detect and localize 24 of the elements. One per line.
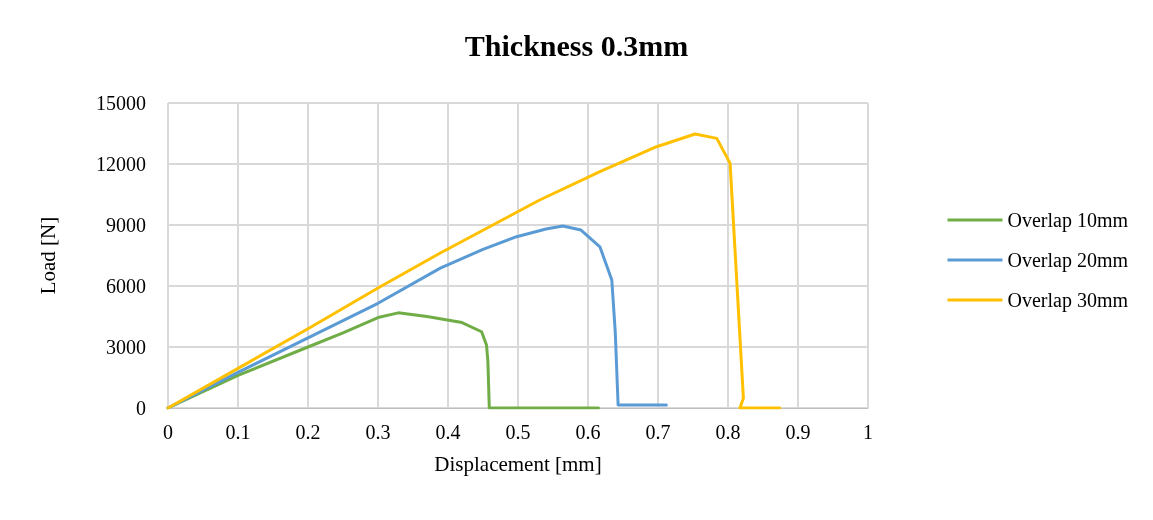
x-tick-label: 1 [863, 421, 873, 443]
y-tick-label: 0 [136, 397, 146, 419]
x-tick-label: 0.1 [225, 421, 251, 443]
y-tick-label: 12000 [96, 153, 146, 175]
x-tick-label: 0.6 [575, 421, 601, 443]
x-tick-label: 0.4 [435, 421, 461, 443]
x-tick-label: 0.8 [715, 421, 741, 443]
x-axis-title: Displacement [mm] [434, 451, 602, 476]
y-axis-title: Load [N] [35, 216, 60, 295]
y-tick-label: 3000 [106, 336, 146, 358]
x-tick-label: 0.5 [505, 421, 531, 443]
x-tick-label: 0.9 [785, 421, 811, 443]
x-tick-label: 0 [163, 421, 173, 443]
x-tick-label: 0.3 [365, 421, 391, 443]
legend-label: Overlap 10mm [1007, 209, 1129, 232]
legend-label: Overlap 30mm [1007, 289, 1129, 312]
legend-label: Overlap 20mm [1007, 249, 1129, 272]
y-tick-label: 6000 [106, 275, 146, 297]
y-tick-label: 15000 [96, 92, 146, 114]
chart-title: Thickness 0.3mm [464, 28, 689, 62]
line-series [166, 132, 782, 410]
x-tick-label: 0.2 [295, 421, 321, 443]
y-tick-label: 9000 [106, 214, 146, 236]
x-tick-label: 0.7 [645, 421, 671, 443]
